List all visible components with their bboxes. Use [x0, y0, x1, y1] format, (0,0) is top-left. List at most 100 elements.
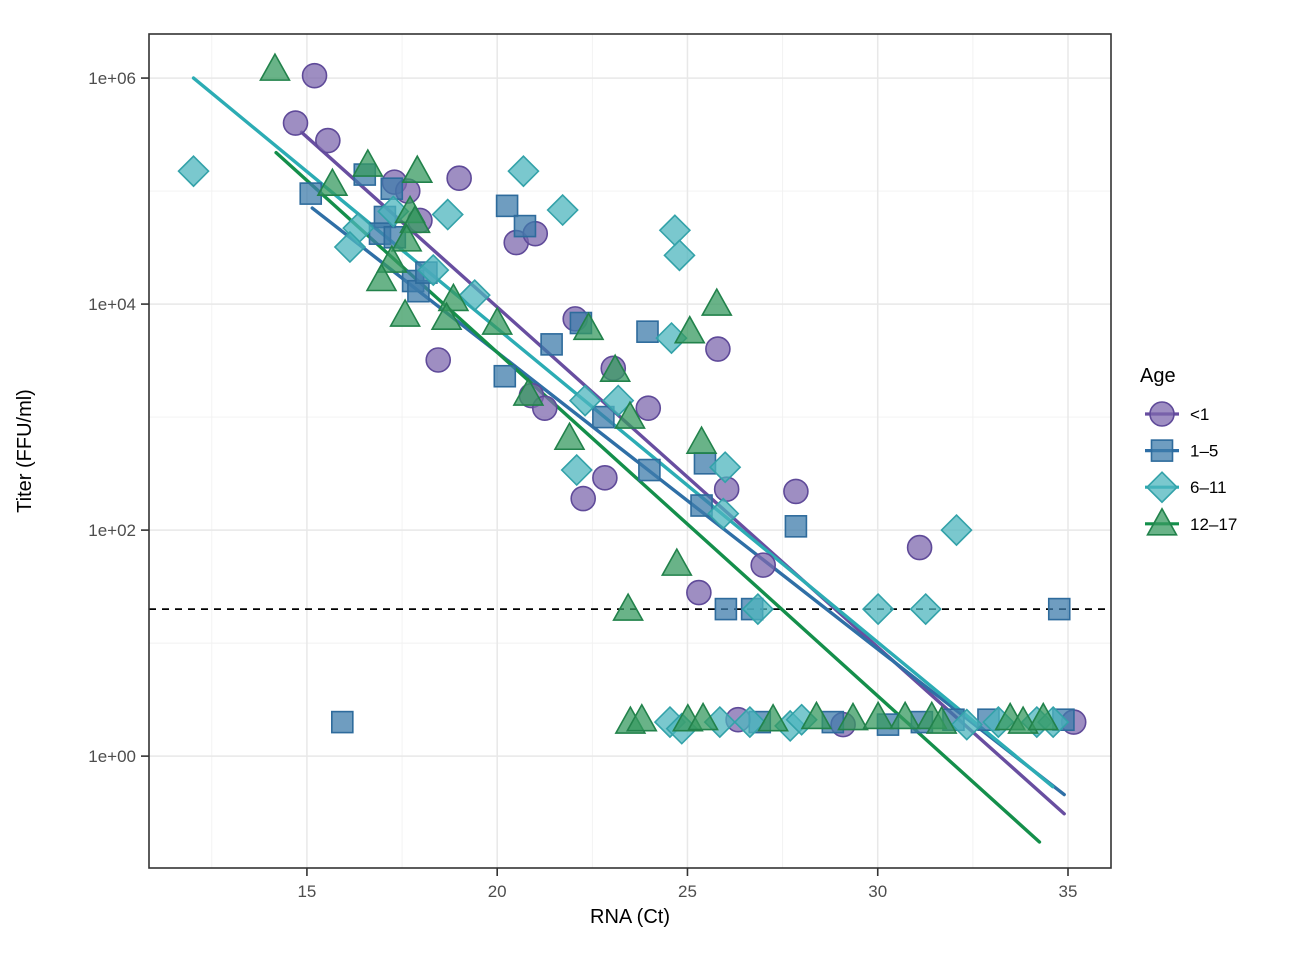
data-point [940, 513, 973, 547]
legend-label: 1–5 [1190, 442, 1218, 461]
legend-key-circle-icon [1149, 401, 1175, 427]
data-point [909, 592, 942, 626]
data-point [687, 701, 719, 731]
data-point [612, 592, 644, 621]
data-point [425, 347, 452, 373]
x-tick-label: 30 [868, 882, 887, 901]
data-point [375, 244, 408, 273]
data-point [686, 579, 712, 606]
data-point [446, 165, 472, 192]
data-point [663, 239, 696, 272]
axes: 15 20 25 30 35 1e+00 1e+02 1e+04 1e+06 [88, 69, 1077, 901]
data-point [741, 592, 774, 626]
legend: <1 1–5 6–11 12–17 [1145, 401, 1237, 536]
legend-key-square-icon [1150, 439, 1174, 462]
data-point [906, 534, 933, 561]
data-point [889, 700, 921, 730]
data-point [315, 127, 341, 154]
data-point [495, 194, 519, 218]
data-point [685, 425, 718, 454]
data-point [700, 287, 733, 316]
y-tick-label: 1e+02 [88, 521, 136, 540]
data-point [351, 148, 384, 177]
data-point [316, 167, 349, 197]
legend-key-diamond-icon [1145, 471, 1179, 504]
data-point [599, 353, 632, 383]
data-point [401, 154, 434, 183]
data-point [660, 547, 693, 576]
data-point [733, 705, 767, 739]
data-point [800, 700, 833, 730]
x-tick-label: 35 [1059, 882, 1078, 901]
data-points [177, 52, 1087, 745]
data-point [862, 700, 894, 730]
data-point [714, 597, 738, 621]
data-point [390, 223, 423, 252]
data-point [430, 301, 463, 331]
data-point [625, 703, 658, 732]
data-point [950, 708, 983, 741]
legend-label: 6–11 [1190, 478, 1227, 497]
data-point [540, 333, 563, 356]
data-point [707, 497, 740, 530]
legend-title: Age [1140, 365, 1176, 387]
legend-label: <1 [1190, 405, 1209, 424]
data-point [1047, 597, 1071, 621]
data-point [301, 62, 328, 89]
y-tick-label: 1e+06 [88, 69, 136, 88]
data-point [493, 364, 517, 388]
data-point [783, 478, 809, 505]
x-tick-label: 15 [297, 882, 316, 901]
data-point [512, 377, 545, 406]
x-tick-label: 20 [488, 882, 507, 901]
data-point [693, 452, 717, 475]
data-point [431, 198, 464, 231]
data-point [709, 451, 742, 484]
regression-line-circle [299, 130, 1066, 816]
data-point [177, 155, 210, 188]
data-point [259, 52, 291, 81]
x-axis-title: RNA (Ct) [590, 906, 670, 928]
data-point [570, 485, 596, 512]
data-point [635, 395, 662, 421]
regression-line-square [310, 206, 1066, 797]
panel-border-rect [148, 33, 1112, 869]
y-axis-title: Titer (FFU/ml) [14, 389, 36, 513]
data-point [705, 336, 731, 362]
data-point [380, 177, 404, 200]
data-point [546, 193, 579, 227]
data-point [658, 214, 692, 247]
data-point [282, 110, 309, 136]
data-point [513, 214, 537, 238]
data-point [507, 155, 540, 188]
data-point [333, 230, 367, 264]
data-point [458, 279, 491, 312]
data-point [614, 400, 646, 429]
y-tick-label: 1e+04 [88, 295, 136, 314]
data-point [750, 552, 776, 578]
data-point [925, 705, 958, 734]
y-tick-label: 1e+00 [88, 747, 136, 766]
data-point [638, 458, 661, 482]
data-point [572, 311, 605, 341]
data-point [757, 703, 789, 732]
data-point [389, 298, 421, 327]
data-point [592, 405, 615, 429]
data-point [636, 320, 659, 343]
data-point [560, 453, 593, 487]
data-point [331, 710, 354, 734]
data-point [602, 384, 635, 417]
legend-label: 12–17 [1190, 515, 1237, 534]
legend-key-triangle-icon [1146, 507, 1178, 536]
panel-border [148, 33, 1112, 869]
data-point [592, 465, 618, 491]
data-point [673, 315, 706, 344]
data-point [690, 494, 713, 517]
data-point [1027, 701, 1060, 731]
regression-line-diamond [191, 76, 1055, 789]
x-tick-label: 25 [678, 882, 697, 901]
data-point [365, 262, 398, 292]
data-point [417, 253, 450, 287]
